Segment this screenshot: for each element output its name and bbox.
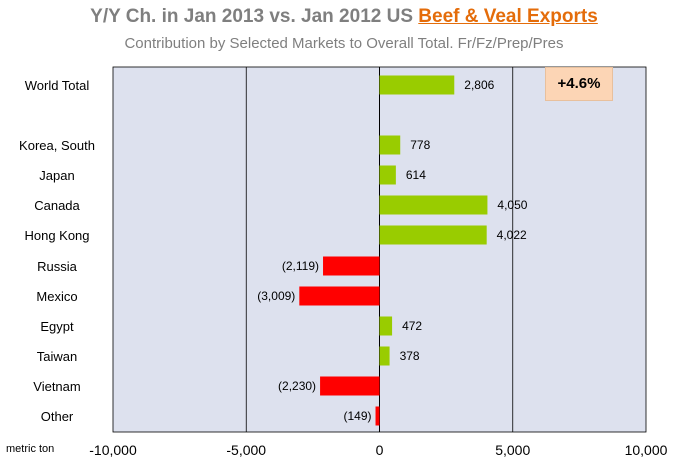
bar xyxy=(375,406,380,426)
bar xyxy=(379,135,401,155)
data-label: (2,119) xyxy=(282,259,319,273)
category-label: World Total xyxy=(25,78,90,93)
data-label: (2,230) xyxy=(278,379,316,393)
growth-badge: +4.6% xyxy=(545,67,613,101)
data-label: 4,050 xyxy=(497,198,527,212)
category-label: Russia xyxy=(37,259,78,274)
bar xyxy=(379,346,390,366)
bar xyxy=(379,75,455,95)
category-label: Taiwan xyxy=(37,349,77,364)
category-label: Other xyxy=(41,409,74,424)
x-tick-label: -5,000 xyxy=(226,442,266,458)
data-label: 378 xyxy=(400,349,420,363)
category-label: Canada xyxy=(34,198,80,213)
bar xyxy=(379,316,393,336)
x-tick-label: 0 xyxy=(376,442,384,458)
data-label: 614 xyxy=(406,168,426,182)
category-label: Hong Kong xyxy=(24,228,89,243)
title-prefix: Y/Y Ch. in Jan 2013 vs. Jan 2012 US xyxy=(90,6,419,27)
x-tick-label: 10,000 xyxy=(625,442,668,458)
data-label: 778 xyxy=(410,138,430,152)
unit-label: metric ton xyxy=(6,443,55,455)
chart-subtitle: Contribution by Selected Markets to Over… xyxy=(124,35,564,52)
category-label: Egypt xyxy=(40,319,74,334)
data-label: (3,009) xyxy=(257,289,295,303)
bar xyxy=(299,286,380,306)
data-label: 4,022 xyxy=(497,228,527,242)
bar xyxy=(379,225,487,245)
data-label: (149) xyxy=(344,409,372,423)
category-label: Korea, South xyxy=(19,138,95,153)
data-label: 472 xyxy=(402,319,422,333)
category-label: Mexico xyxy=(36,289,77,304)
bar xyxy=(323,256,380,276)
bar xyxy=(320,376,380,396)
category-label: Japan xyxy=(39,168,74,183)
x-tick-label: 5,000 xyxy=(495,442,530,458)
data-label: 2,806 xyxy=(464,78,494,92)
category-label: Vietnam xyxy=(33,379,80,394)
bar xyxy=(379,195,488,215)
chart-title: Y/Y Ch. in Jan 2013 vs. Jan 2012 US Beef… xyxy=(0,6,688,28)
x-tick-label: -10,000 xyxy=(89,442,137,458)
bar xyxy=(379,165,396,185)
title-highlight: Beef & Veal Exports xyxy=(418,6,598,27)
